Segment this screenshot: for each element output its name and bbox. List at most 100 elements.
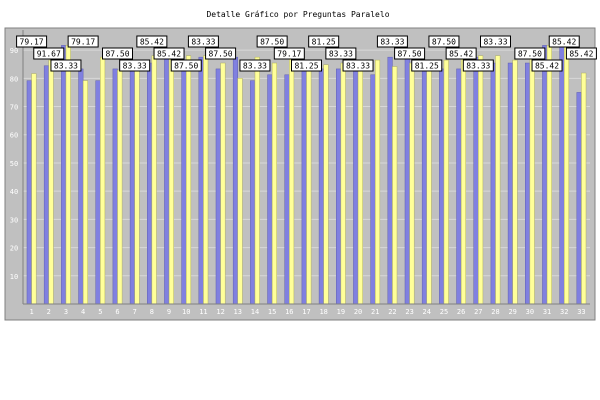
data-label-box bbox=[548, 35, 580, 48]
bar-series-2 bbox=[512, 59, 518, 305]
x-tick-label: 18 bbox=[319, 308, 327, 316]
bar-series-2 bbox=[374, 59, 381, 305]
x-tick-label: 14 bbox=[251, 308, 259, 316]
bar-series-1 bbox=[525, 62, 531, 305]
data-label: 81.25 bbox=[291, 59, 322, 72]
bar-series-2 bbox=[323, 64, 329, 305]
data-label-box bbox=[411, 59, 443, 72]
data-label: 87.50 bbox=[170, 59, 202, 72]
bar-series-2 bbox=[31, 73, 37, 305]
bar-series-2 bbox=[426, 66, 432, 305]
data-label-text: 85.42 bbox=[449, 50, 473, 59]
data-label-box bbox=[102, 47, 133, 60]
x-tick-label: 19 bbox=[337, 308, 345, 316]
data-label: 87.50 bbox=[428, 35, 460, 48]
bar-series-1 bbox=[147, 62, 153, 305]
bar-series-1 bbox=[215, 68, 221, 305]
data-label: 81.25 bbox=[308, 35, 340, 48]
data-label-box bbox=[325, 47, 357, 60]
bar-series-2 bbox=[203, 55, 209, 305]
bar-series-2 bbox=[563, 45, 570, 305]
data-label-text: 81.25 bbox=[294, 62, 318, 71]
chart-title: Detalle Gráfico por Preguntas Paralelo bbox=[206, 10, 389, 19]
bar-series-1 bbox=[456, 68, 462, 305]
data-label-box bbox=[187, 35, 219, 48]
data-label: 87.50 bbox=[394, 47, 426, 60]
x-tick-label: 28 bbox=[491, 308, 499, 316]
data-label: 83.33 bbox=[239, 59, 271, 72]
data-label-text: 83.33 bbox=[466, 62, 490, 71]
data-label-box bbox=[445, 47, 477, 60]
data-label: 83.33 bbox=[480, 35, 511, 48]
data-label-text: 85.42 bbox=[157, 50, 181, 59]
x-tick-label: 20 bbox=[354, 308, 362, 316]
data-label-text: 83.33 bbox=[123, 62, 147, 71]
data-label: 83.33 bbox=[187, 35, 219, 48]
data-label-text: 79.17 bbox=[71, 38, 95, 47]
data-label: 85.42 bbox=[531, 59, 563, 72]
x-tick-label: 5 bbox=[98, 308, 102, 316]
bar-series-2 bbox=[117, 69, 123, 305]
data-label-box bbox=[531, 59, 563, 72]
y-tick-label: 10 bbox=[10, 273, 18, 281]
bar-series-1 bbox=[284, 74, 290, 305]
data-label-box bbox=[565, 47, 597, 60]
bar-series-1 bbox=[421, 62, 428, 305]
data-label-text: 79.17 bbox=[20, 38, 44, 47]
x-tick-label: 13 bbox=[234, 308, 242, 316]
data-label-text: 85.42 bbox=[535, 62, 559, 71]
x-tick-label: 2 bbox=[47, 308, 51, 316]
bar-series-1 bbox=[78, 68, 84, 305]
bar-series-2 bbox=[546, 45, 552, 305]
data-label-box bbox=[16, 35, 48, 48]
bar-series-1 bbox=[576, 92, 582, 305]
data-label-box bbox=[256, 35, 288, 48]
data-label-text: 85.42 bbox=[569, 50, 593, 59]
data-label-text: 79.17 bbox=[277, 50, 301, 59]
data-label-text: 87.50 bbox=[209, 50, 233, 59]
data-label-box bbox=[291, 59, 322, 72]
bar-series-2 bbox=[134, 69, 140, 305]
x-tick-label: 3 bbox=[64, 308, 68, 316]
bar-series-1 bbox=[439, 68, 445, 305]
bar-series-1 bbox=[559, 45, 565, 305]
data-label-box bbox=[239, 59, 271, 72]
bar-series-1 bbox=[387, 56, 393, 305]
bar-series-1 bbox=[232, 56, 239, 305]
x-tick-label: 1 bbox=[29, 308, 33, 316]
data-label-text: 91.67 bbox=[37, 50, 61, 59]
data-label-text: 87.50 bbox=[432, 38, 456, 47]
bar-series-1 bbox=[95, 80, 101, 305]
bar-series-2 bbox=[271, 62, 277, 305]
x-tick-label: 22 bbox=[388, 308, 396, 316]
bar-series-2 bbox=[289, 55, 295, 305]
data-label: 79.17 bbox=[16, 35, 48, 48]
data-label-text: 85.42 bbox=[140, 38, 164, 47]
data-label: 87.50 bbox=[102, 47, 133, 60]
data-label-text: 87.50 bbox=[518, 50, 542, 59]
bar-series-1 bbox=[267, 74, 273, 305]
bar-series-1 bbox=[318, 68, 324, 305]
y-tick-label: 70 bbox=[10, 104, 18, 112]
bar-series-2 bbox=[529, 56, 535, 305]
data-label: 83.33 bbox=[325, 47, 357, 60]
x-tick-label: 11 bbox=[199, 308, 207, 316]
data-label-text: 83.33 bbox=[483, 38, 507, 47]
data-label-box bbox=[273, 47, 305, 60]
x-tick-label: 23 bbox=[405, 308, 413, 316]
data-label: 83.33 bbox=[50, 59, 82, 72]
data-label-box bbox=[514, 47, 546, 60]
bar-series-2 bbox=[478, 55, 484, 305]
data-label-box bbox=[428, 35, 460, 48]
bar-series-1 bbox=[370, 74, 376, 305]
bar-series-2 bbox=[168, 55, 174, 305]
data-label: 81.25 bbox=[411, 59, 443, 72]
bar-series-1 bbox=[181, 68, 187, 305]
data-label-text: 87.50 bbox=[260, 38, 284, 47]
bar-series-1 bbox=[26, 80, 32, 305]
x-tick-label: 12 bbox=[216, 308, 224, 316]
bar-series-1 bbox=[473, 56, 479, 305]
bar-series-1 bbox=[301, 68, 307, 305]
x-tick-label: 32 bbox=[560, 308, 568, 316]
x-tick-label: 7 bbox=[133, 308, 137, 316]
